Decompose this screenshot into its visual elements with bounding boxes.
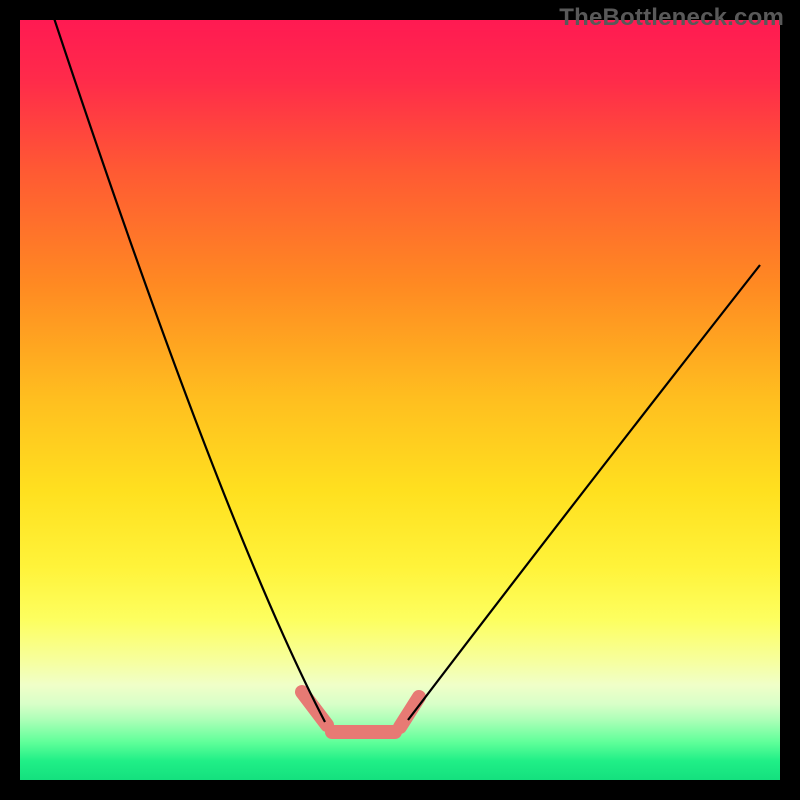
heatmap-background — [20, 20, 780, 780]
watermark-text: TheBottleneck.com — [559, 4, 784, 32]
